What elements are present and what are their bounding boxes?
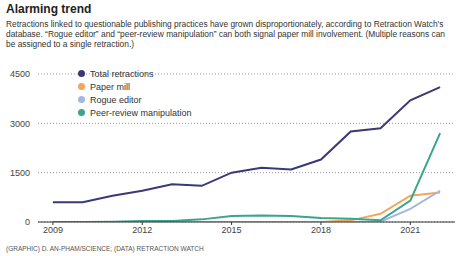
html-text:Paper mill: Paper mill <box>90 81 130 92</box>
html-text:Alarming trend: Alarming trend <box>6 2 92 16</box>
svg-text:2018: 2018 <box>311 225 331 235</box>
svg-text:1500: 1500 <box>10 168 30 178</box>
svg-text:0: 0 <box>25 217 30 227</box>
html-text:Retractions linked to question: Retractions linked to questionable publi… <box>6 19 445 50</box>
html-text:(GRAPHIC) D. AN-PHAM/SCIENCE;: (GRAPHIC) D. AN-PHAM/SCIENCE; (DATA) RET… <box>6 245 204 252</box>
svg-text:4500: 4500 <box>10 69 30 79</box>
svg-text:3000: 3000 <box>10 119 30 129</box>
svg-text:2015: 2015 <box>222 225 242 235</box>
svg-text:2012: 2012 <box>132 225 152 235</box>
svg-text:2009: 2009 <box>43 225 63 235</box>
html-text:Peer-review manipulation: Peer-review manipulation <box>90 107 192 118</box>
html-text:Total retractions: Total retractions <box>90 68 154 79</box>
html-text:Rogue editor: Rogue editor <box>90 94 142 105</box>
svg-text:2021: 2021 <box>400 225 420 235</box>
